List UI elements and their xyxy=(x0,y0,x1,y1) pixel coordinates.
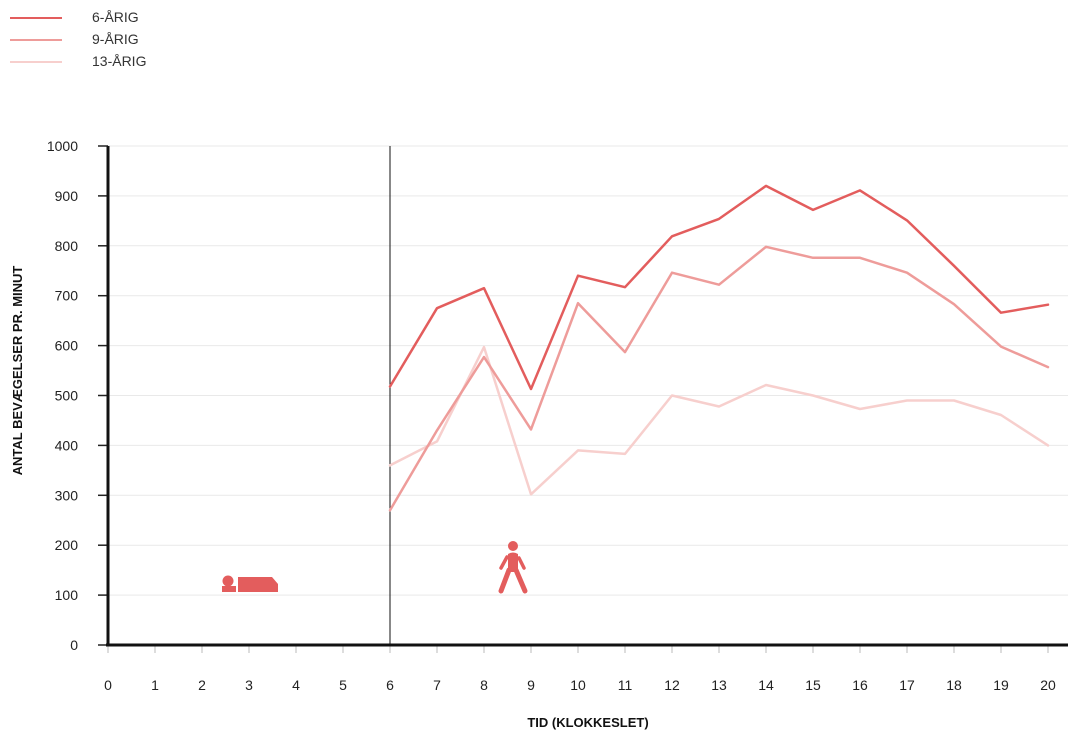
x-tick-label: 14 xyxy=(758,677,774,693)
icon-part xyxy=(517,556,526,570)
x-tick-label: 10 xyxy=(570,677,586,693)
x-tick-label: 8 xyxy=(480,677,488,693)
x-tick-label: 9 xyxy=(527,677,535,693)
x-tick-label: 17 xyxy=(899,677,915,693)
y-tick-label: 100 xyxy=(55,587,79,603)
y-tick-label: 1000 xyxy=(47,138,78,154)
icon-part xyxy=(238,577,278,592)
x-tick-label: 11 xyxy=(618,677,633,693)
x-tick-label: 19 xyxy=(993,677,1009,693)
x-tick-label: 16 xyxy=(852,677,868,693)
icon-part xyxy=(222,575,234,587)
x-tick-label: 6 xyxy=(386,677,394,693)
y-tick-label: 700 xyxy=(55,288,79,304)
x-tick-label: 18 xyxy=(946,677,962,693)
x-tick-label: 4 xyxy=(292,677,300,693)
icon-part xyxy=(508,541,518,551)
series-line xyxy=(388,184,1050,391)
x-tick-label: 5 xyxy=(339,677,347,693)
x-tick-label: 1 xyxy=(151,677,159,693)
y-tick-label: 200 xyxy=(55,537,79,553)
icon-part xyxy=(513,567,528,594)
x-tick-label: 20 xyxy=(1040,677,1056,693)
icon-part xyxy=(508,552,518,572)
y-tick-label: 300 xyxy=(55,487,79,503)
legend-label: 6-ÅRIG xyxy=(92,9,139,25)
y-tick-label: 400 xyxy=(55,437,79,453)
x-axis-title: TID (KLOKKESLET) xyxy=(527,715,648,730)
legend-label: 13-ÅRIG xyxy=(92,53,147,69)
x-tick-label: 15 xyxy=(805,677,821,693)
series-line xyxy=(388,245,1050,512)
x-tick-label: 13 xyxy=(711,677,727,693)
y-tick-label: 600 xyxy=(55,338,79,354)
walking-person-icon xyxy=(498,541,528,594)
legend-swatch xyxy=(10,17,62,19)
icon-part xyxy=(498,567,512,594)
icon-part xyxy=(222,586,236,592)
legend-label: 9-ÅRIG xyxy=(92,31,139,47)
x-tick-label: 12 xyxy=(664,677,680,693)
y-tick-label: 800 xyxy=(55,238,79,254)
series-line xyxy=(388,345,1050,496)
legend-swatch xyxy=(10,61,62,63)
y-tick-label: 0 xyxy=(70,637,78,653)
legend-swatch xyxy=(10,39,62,41)
x-tick-label: 3 xyxy=(245,677,253,693)
x-tick-label: 0 xyxy=(104,677,112,693)
x-tick-label: 7 xyxy=(433,677,441,693)
y-tick-label: 900 xyxy=(55,188,79,204)
sleeping-person-icon xyxy=(222,575,278,592)
y-tick-label: 500 xyxy=(55,388,79,404)
x-tick-label: 2 xyxy=(198,677,206,693)
y-axis-title: ANTAL BEVÆGELSER PR. MINUT xyxy=(10,266,25,476)
icon-part xyxy=(499,555,509,570)
